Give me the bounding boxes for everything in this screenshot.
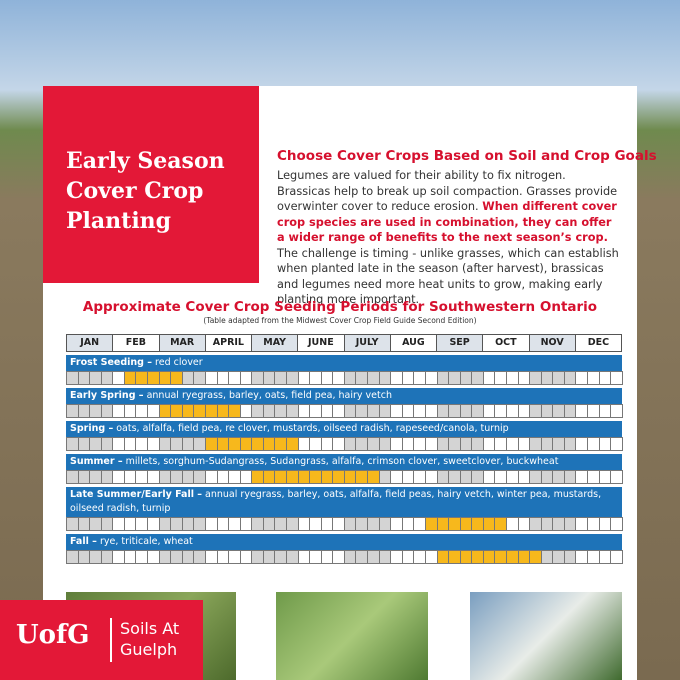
cell-row	[66, 371, 623, 385]
cell-row	[66, 550, 623, 564]
logo-text: Soils At Guelph	[120, 619, 180, 659]
table-subtitle: (Table adapted from the Midwest Cover Cr…	[203, 316, 477, 325]
row-name: Late Summer/Early Fall –	[70, 489, 203, 500]
row-species: red clover	[155, 357, 203, 368]
cell-row	[66, 470, 623, 484]
text: The challenge is timing - unlike grasses…	[277, 246, 619, 307]
month: JAN	[67, 335, 114, 351]
logo-mark: UofG	[16, 620, 90, 650]
title: Early Season Cover Crop Planting	[66, 148, 225, 234]
row-name: Spring –	[70, 423, 114, 434]
month: JULY	[344, 335, 391, 351]
month: NOV	[529, 335, 576, 351]
row-label: Late Summer/Early Fall – annual ryegrass…	[66, 487, 622, 517]
row-name: Early Spring –	[70, 390, 144, 401]
emphasis: When different cover crop species are us…	[277, 200, 617, 244]
row-label: Summer – millets, sorghum-Sudangrass, Su…	[66, 454, 622, 470]
cell	[610, 550, 623, 564]
heading: Choose Cover Crops Based on Soil and Cro…	[277, 148, 657, 164]
logo: UofG Soils At Guelph	[0, 600, 203, 680]
month-header: JAN FEB MAR APRIL MAY JUNE JULY AUG SEP OCT NOV DEC	[66, 334, 622, 352]
row-species: rye, triticale, wheat	[99, 536, 193, 547]
month: APRIL	[205, 335, 252, 351]
row-species: annual ryegrass, barley, oats, field pea…	[146, 390, 392, 401]
divider	[110, 618, 112, 662]
cell	[610, 404, 623, 418]
table: JAN FEB MAR APRIL MAY JUNE JULY AUG SEP OCT NOV DEC…	[66, 334, 623, 564]
row-label: Spring – oats, alfalfa, field pea, re cl…	[66, 421, 622, 437]
month: JUNE	[298, 335, 345, 351]
row-species: oats, alfalfa, field pea, re clover, mus…	[116, 423, 509, 434]
month: MAY	[252, 335, 299, 351]
cell	[610, 371, 623, 385]
cell	[610, 517, 623, 531]
cell-row	[66, 437, 623, 451]
month: DEC	[575, 335, 621, 351]
paragraph: Legumes are valued for their ability to …	[277, 168, 622, 308]
row-label: Fall – rye, triticale, wheat	[66, 534, 622, 550]
title-box	[43, 86, 259, 283]
text: Legumes are valued for their ability to …	[277, 169, 618, 213]
month: SEP	[437, 335, 484, 351]
month: MAR	[159, 335, 206, 351]
row-species: millets, sorghum-Sudangrass, Sudangrass,…	[125, 456, 559, 467]
photo	[276, 592, 428, 680]
row-label: Early Spring – annual ryegrass, barley, …	[66, 388, 622, 404]
cell	[610, 470, 623, 484]
month: FEB	[113, 335, 160, 351]
row-label: Frost Seeding – red clover	[66, 355, 622, 371]
photo	[470, 592, 622, 680]
row-species: annual ryegrass, barley, oats, alfalfa, …	[70, 489, 602, 514]
cell-row	[66, 517, 623, 531]
table-title: Approximate Cover Crop Seeding Periods f…	[82, 299, 598, 315]
row-name: Summer –	[70, 456, 123, 467]
cell-row	[66, 404, 623, 418]
cell	[610, 437, 623, 451]
month: AUG	[390, 335, 437, 351]
month: OCT	[483, 335, 530, 351]
row-name: Frost Seeding –	[70, 357, 153, 368]
row-name: Fall –	[70, 536, 97, 547]
